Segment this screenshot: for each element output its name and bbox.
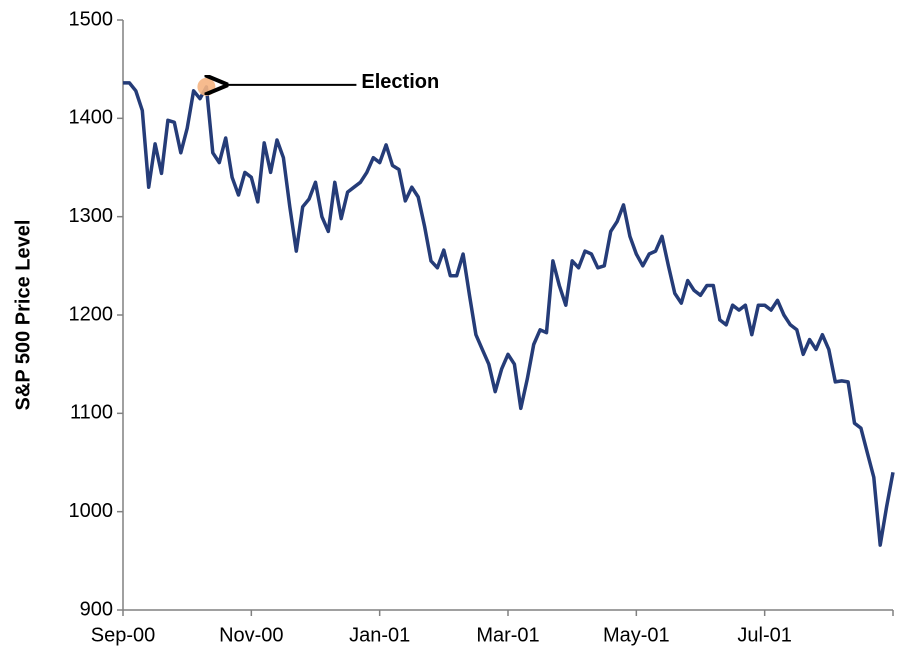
y-tick-label: 1300: [69, 205, 114, 227]
x-tick-label: Sep-00: [91, 624, 156, 646]
y-axis-label: S&P 500 Price Level: [12, 220, 34, 411]
x-tick-label: Nov-00: [219, 624, 283, 646]
series-line: [123, 81, 895, 547]
annotation-text: Election: [361, 71, 439, 93]
y-tick-label: 900: [80, 598, 113, 620]
x-tick-label: Jul-01: [737, 624, 791, 646]
y-tick-label: 1200: [69, 303, 114, 325]
x-tick-label: May-01: [603, 624, 670, 646]
y-tick-label: 1000: [69, 500, 114, 522]
x-tick-label: Jan-01: [349, 624, 410, 646]
y-tick-label: 1400: [69, 107, 114, 129]
y-tick-label: 1500: [69, 8, 114, 30]
x-tick-label: Mar-01: [476, 624, 539, 646]
y-tick-label: 1100: [70, 402, 113, 424]
annotation-marker: [197, 77, 216, 96]
